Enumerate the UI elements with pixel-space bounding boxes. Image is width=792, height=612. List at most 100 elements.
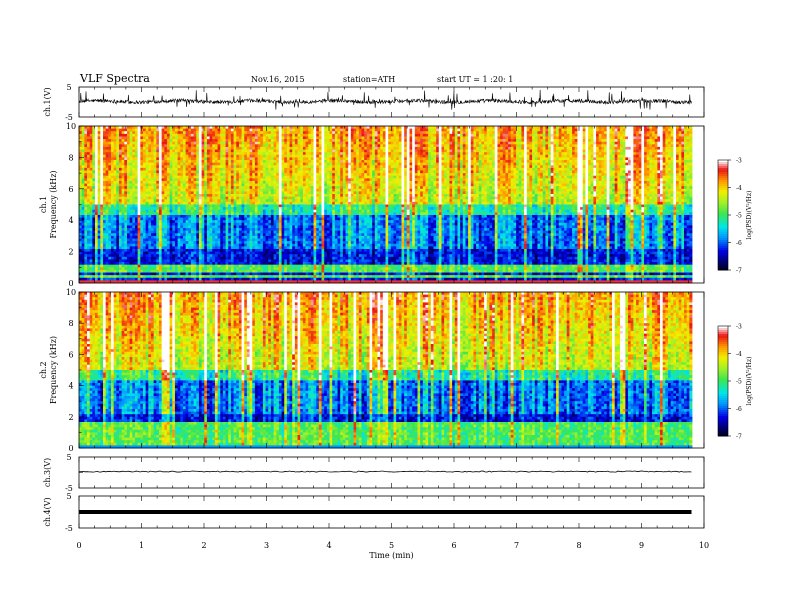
spectrogram-cell xyxy=(292,146,296,150)
spectrogram-cell xyxy=(324,131,328,135)
spectrogram-cell xyxy=(508,157,512,161)
spectrogram-cell xyxy=(180,146,184,150)
spectrogram-cell xyxy=(425,167,429,171)
spectrogram-cell xyxy=(625,170,629,174)
spectrogram-cell xyxy=(318,141,322,145)
spectrogram-cell xyxy=(468,141,472,145)
spectrogram-cell xyxy=(281,144,285,148)
spectrogram-cell xyxy=(345,167,349,171)
spectrogram-cell xyxy=(633,170,637,174)
spectrogram-cell xyxy=(670,165,674,169)
spectrogram-cell xyxy=(396,154,400,158)
spectrogram-cell xyxy=(196,157,200,161)
spectrogram-cell xyxy=(302,170,306,174)
spectrogram-cell xyxy=(654,152,658,156)
spectrogram-cell xyxy=(401,165,405,169)
spectrogram-cell xyxy=(465,162,469,166)
spectrogram-cell xyxy=(270,128,274,132)
spectrogram-cell xyxy=(305,160,309,164)
spectrogram-cell xyxy=(87,170,91,174)
spectrogram-cell xyxy=(326,154,330,158)
spectrogram-cell xyxy=(593,154,597,158)
spectrogram-cell xyxy=(150,160,155,164)
spectrogram-cell xyxy=(532,141,536,145)
spectrogram-cell xyxy=(470,175,474,179)
spectrogram-cell xyxy=(180,180,184,184)
spectrogram-cell xyxy=(329,165,333,169)
spectrogram-cell xyxy=(598,178,602,182)
spectrogram-cell xyxy=(185,152,189,156)
spectrogram-cell xyxy=(97,144,101,148)
spectrogram-cell xyxy=(276,162,280,166)
spectrogram-cell xyxy=(513,167,517,171)
spectrogram-cell xyxy=(172,170,176,174)
spectrogram-cell xyxy=(617,152,621,156)
spectrogram-cell xyxy=(310,149,314,153)
spectrogram-cell xyxy=(305,154,309,158)
spectrogram-cell xyxy=(596,162,600,166)
spectrogram-cell xyxy=(486,133,490,137)
spectrogram-cell xyxy=(502,178,506,182)
spectrogram-cell xyxy=(668,144,672,148)
spectrogram-cell xyxy=(172,157,176,161)
spectrogram-cell xyxy=(385,160,389,164)
spectrogram-cell xyxy=(609,146,613,150)
spectrogram-cell xyxy=(492,162,496,166)
spectrogram-cell xyxy=(225,154,229,158)
spectrogram-cell xyxy=(516,133,520,137)
spectrogram-cell xyxy=(294,154,298,158)
spectrogram-cell xyxy=(188,180,192,184)
spectrogram-cell xyxy=(193,175,197,179)
spectrogram-cell xyxy=(161,162,165,166)
spectrogram-cell xyxy=(518,139,522,143)
spectrogram-cell xyxy=(606,178,610,182)
spectrogram-cell xyxy=(150,139,155,143)
spectrogram-cell xyxy=(153,167,157,171)
spectrogram-cell xyxy=(84,165,88,169)
spectrogram-cell xyxy=(129,131,133,135)
spectrogram-cell xyxy=(662,178,666,182)
spectrogram-cell xyxy=(662,165,666,169)
spectrogram-cell xyxy=(281,131,285,135)
spectrogram-cell xyxy=(497,133,501,137)
spectrogram-cell xyxy=(233,146,237,150)
spectrogram-cell xyxy=(436,136,440,140)
spectrogram-cell xyxy=(324,149,328,153)
spectrogram-cell xyxy=(670,133,674,137)
spectrogram-cell xyxy=(625,149,629,153)
spectrogram-cell xyxy=(465,126,469,130)
spectrogram-cell xyxy=(662,126,666,130)
spectrogram-cell xyxy=(297,170,301,174)
spectrogram-cell xyxy=(452,131,456,135)
spectrogram-cell xyxy=(646,126,650,130)
spectrogram-cell xyxy=(438,175,442,179)
spectrogram-cell xyxy=(577,170,581,174)
spectrogram-cell xyxy=(561,149,565,153)
spectrogram-cell xyxy=(476,126,480,130)
spectrogram-cell xyxy=(540,157,544,161)
spectrogram-cell xyxy=(249,144,253,148)
spectrogram-cell xyxy=(374,175,378,179)
spectrogram-cell xyxy=(438,178,442,182)
spectrogram-cell xyxy=(137,180,141,184)
spectrogram-cell xyxy=(638,170,642,174)
spectrogram-cell xyxy=(110,165,115,169)
spectrogram-cell xyxy=(113,133,117,137)
spectrogram-cell xyxy=(302,154,306,158)
spectrogram-cell xyxy=(182,178,187,182)
spectrogram-cell xyxy=(180,144,184,148)
spectrogram-cell xyxy=(582,154,586,158)
spectrogram-cell xyxy=(380,149,384,153)
spectrogram-cell xyxy=(238,165,242,169)
spectrogram-cell xyxy=(158,178,163,182)
spectrogram-cell xyxy=(446,141,450,145)
spectrogram-cell xyxy=(545,128,549,132)
spectrogram-cell xyxy=(164,136,168,140)
spectrogram-cell xyxy=(396,128,400,132)
spectrogram-cell xyxy=(358,139,362,143)
spectrogram-cell xyxy=(476,136,480,140)
spectrogram-cell xyxy=(124,157,128,161)
spectrogram-cell xyxy=(353,128,357,132)
spectrogram-cell xyxy=(97,173,101,177)
spectrogram-cell xyxy=(460,141,464,145)
